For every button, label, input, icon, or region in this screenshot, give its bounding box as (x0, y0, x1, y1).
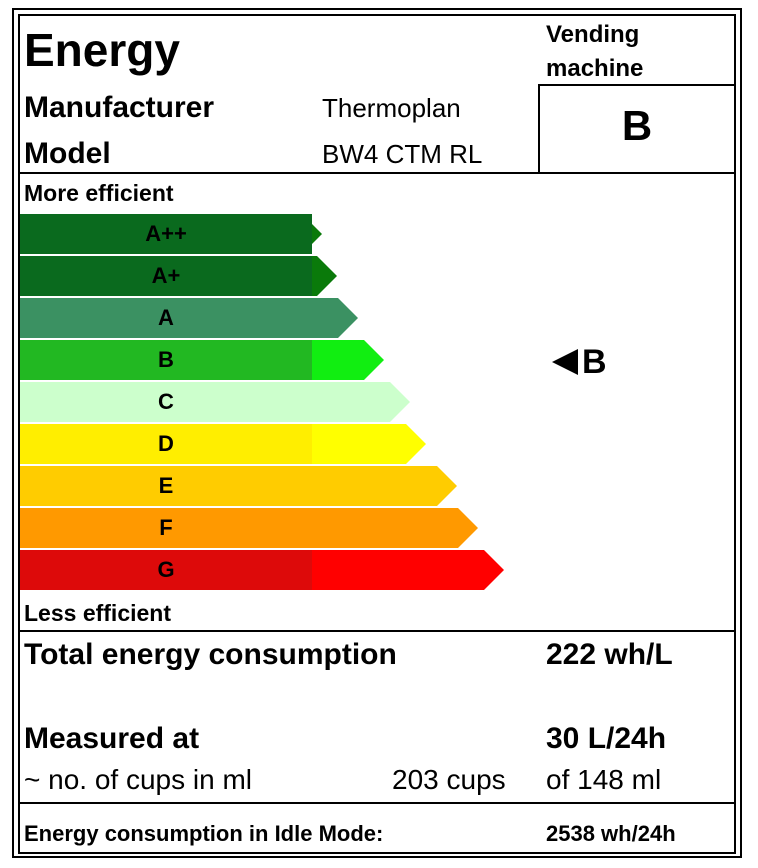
band-arrow-tip (312, 298, 358, 338)
divider (18, 172, 736, 174)
manufacturer-value: Thermoplan (322, 93, 461, 123)
band-arrow-tip (312, 340, 384, 380)
band-arrow-tip (312, 550, 504, 590)
manufacturer-label: Manufacturer (24, 91, 215, 124)
measured-at-label: Measured at (24, 722, 200, 755)
band-body (20, 550, 312, 590)
band-label: A++ (145, 221, 187, 246)
rating-indicator-label: B (582, 343, 607, 381)
total-consumption-value: 222 wh/L (546, 638, 673, 671)
efficiency-band-b: B (20, 340, 384, 380)
band-label: G (157, 557, 175, 582)
band-body (20, 466, 312, 506)
band-arrow-tip (312, 466, 457, 506)
efficiency-band-g: G (20, 550, 504, 590)
efficiency-band-a: A (20, 298, 358, 338)
model-value: BW4 CTM RL (322, 139, 483, 169)
label-title: Energy (24, 24, 180, 76)
efficiency-band-c: C (20, 382, 410, 422)
divider (18, 630, 736, 632)
idle-consumption-value: 2538 wh/24h (546, 821, 676, 846)
label-outer-frame (12, 8, 742, 858)
cups-size: of 148 ml (546, 764, 662, 795)
band-body (20, 340, 312, 380)
label-inner-frame (18, 14, 736, 854)
band-arrow-tip (312, 424, 426, 464)
band-body (20, 256, 312, 296)
model-label: Model (24, 137, 111, 170)
arrow-left-icon (552, 349, 578, 375)
product-category-text: Vending machine (546, 21, 644, 82)
band-label: B (158, 347, 174, 372)
efficiency-band-f: F (20, 508, 478, 548)
band-arrow-tip (312, 508, 478, 548)
less-efficient-label: Less efficient (24, 600, 171, 626)
band-label: F (159, 515, 173, 540)
measured-at-value: 30 L/24h (546, 722, 667, 755)
band-label: D (158, 431, 174, 456)
band-body (20, 424, 312, 464)
band-label: A (158, 305, 174, 330)
band-body (20, 298, 312, 338)
band-body (20, 508, 312, 548)
divider (538, 84, 734, 86)
band-label: A+ (151, 263, 181, 288)
cups-count: 203 cups (392, 764, 506, 795)
band-arrow-tip (312, 256, 337, 296)
divider (538, 84, 540, 172)
rating-indicator: B (552, 342, 607, 382)
band-label: C (158, 389, 174, 414)
cups-label: ~ no. of cups in ml (24, 764, 253, 795)
product-category: Vending machine (546, 18, 716, 86)
efficiency-band-aplus: A+ (20, 256, 337, 296)
efficiency-band-aplusplus: A++ (20, 214, 322, 254)
divider (18, 802, 736, 804)
band-arrow-tip (312, 214, 322, 254)
band-arrow-tip (312, 382, 410, 422)
more-efficient-label: More efficient (24, 180, 174, 206)
efficiency-band-e: E (20, 466, 457, 506)
band-body (20, 382, 312, 422)
band-label: E (158, 473, 174, 498)
efficiency-band-d: D (20, 424, 426, 464)
idle-consumption-label: Energy consumption in Idle Mode: (24, 821, 384, 846)
total-consumption-label: Total energy consumption (24, 638, 397, 671)
band-body (20, 214, 312, 254)
rating-box-value: B (621, 102, 653, 149)
